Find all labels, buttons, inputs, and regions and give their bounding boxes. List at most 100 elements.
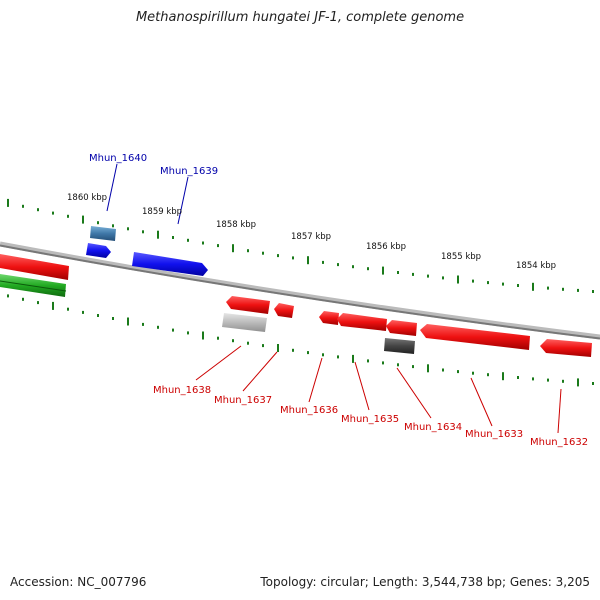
scale-label-1857: 1857 kbp [291, 232, 331, 242]
scale-tick-minor [277, 254, 279, 258]
scale-tick-minor [502, 282, 504, 286]
scale-tick-minor [457, 370, 459, 374]
bottom-leader-lines [195, 345, 562, 434]
scale-ticks-top [7, 198, 594, 293]
gene-label-mhun-1638[interactable]: Mhun_1638 [153, 385, 211, 396]
gene-mhun-1637-shape [274, 303, 294, 318]
genome-summary-text: Topology: circular; Length: 3,544,738 bp… [260, 575, 590, 589]
scale-tick-minor [22, 297, 24, 301]
scale-tick-minor [592, 290, 594, 293]
scale-tick-minor [547, 286, 549, 290]
scale-tick-major [277, 344, 279, 352]
leader-mhun-1639 [177, 176, 189, 225]
scale-tick-minor [322, 353, 324, 357]
scale-tick-minor [412, 272, 414, 276]
scale-tick-minor [112, 224, 114, 228]
scale-tick-minor [187, 238, 189, 242]
scale-label-1854: 1854 kbp [516, 261, 556, 271]
scale-tick-minor [232, 339, 234, 343]
scale-tick-minor [172, 328, 174, 332]
scale-tick-minor [397, 271, 399, 274]
scale-tick-minor [217, 244, 219, 248]
scale-tick-minor [112, 317, 114, 320]
scale-tick-minor [37, 208, 39, 212]
scale-tick-minor [427, 274, 429, 278]
gene-label-mhun-1639[interactable]: Mhun_1639 [160, 166, 218, 177]
scale-tick-minor [397, 363, 399, 367]
scale-tick-minor [82, 310, 84, 314]
leader-mhun-1633 [470, 377, 493, 427]
scale-tick-minor [412, 365, 414, 369]
genome-title: Methanospirillum hungatei JF-1, complete… [135, 10, 465, 25]
scale-label-1858: 1858 kbp [216, 220, 256, 230]
scale-ticks-bottom [7, 294, 594, 387]
scale-tick-minor [142, 230, 144, 234]
gene-label-mhun-1637[interactable]: Mhun_1637 [214, 395, 272, 406]
gene-left-red-shape [0, 254, 69, 280]
gene-mhun-1635-shape [337, 313, 387, 331]
scale-tick-major [202, 331, 204, 340]
scale-tick-minor [592, 382, 594, 385]
gene-mhun-1633-shape [420, 324, 530, 350]
scale-tick-minor [337, 263, 339, 267]
scale-label-1856: 1856 kbp [366, 242, 406, 252]
gene-mhun-1632-shape [540, 339, 592, 357]
scale-tick-minor [292, 348, 294, 352]
scale-tick-minor [367, 359, 369, 363]
scale-tick-minor [442, 276, 444, 280]
gene-mhun-1638-gray [222, 313, 267, 332]
scale-tick-minor [67, 307, 69, 311]
gene-mhun-1640-shape [90, 226, 116, 241]
scale-tick-minor [367, 267, 369, 271]
scale-tick-minor [97, 221, 99, 225]
scale-tick-minor [97, 314, 99, 317]
gene-label-mhun-1640[interactable]: Mhun_1640 [89, 153, 147, 164]
leader-mhun-1635 [354, 361, 370, 411]
scale-tick-minor [262, 251, 264, 255]
scale-tick-minor [487, 373, 489, 377]
scale-tick-minor [67, 214, 69, 218]
scale-tick-minor [172, 236, 174, 239]
gene-mhun-1634-shape [386, 320, 417, 336]
scale-tick-major [157, 230, 159, 239]
gene-mhun-1636-shape [319, 311, 339, 325]
scale-tick-minor [247, 249, 249, 253]
scale-label-1859: 1859 kbp [142, 207, 182, 217]
leader-mhun-1638 [195, 345, 242, 381]
scale-tick-minor [577, 288, 579, 292]
scale-tick-minor [562, 287, 564, 291]
scale-tick-minor [127, 227, 129, 231]
scale-tick-minor [217, 336, 219, 340]
scale-tick-minor [352, 265, 354, 269]
scale-tick-minor [532, 377, 534, 381]
genome-backbone-shadow [0, 244, 600, 340]
gene-mhun-1638-shape [226, 296, 270, 314]
scale-tick-minor [202, 241, 204, 245]
gene-label-mhun-1633[interactable]: Mhun_1633 [465, 429, 523, 440]
scale-tick-minor [487, 281, 489, 285]
scale-tick-minor [247, 341, 249, 345]
scale-tick-minor [547, 378, 549, 382]
scale-tick-minor [562, 379, 564, 383]
leader-mhun-1637 [242, 351, 278, 392]
gene-label-mhun-1635[interactable]: Mhun_1635 [341, 414, 399, 425]
scale-tick-minor [292, 256, 294, 260]
scale-label-1860: 1860 kbp [67, 193, 107, 203]
scale-tick-major [52, 301, 54, 310]
gene-mhun-1634-gray [384, 338, 415, 354]
scale-tick-minor [517, 284, 519, 287]
scale-tick-minor [337, 355, 339, 359]
scale-tick-major [577, 378, 579, 387]
scale-tick-minor [37, 301, 39, 305]
scale-tick-major [127, 317, 129, 326]
gene-mhun-1640-arrow [86, 243, 111, 258]
gene-label-mhun-1634[interactable]: Mhun_1634 [404, 422, 462, 433]
leader-mhun-1632 [557, 388, 562, 434]
scale-label-1855: 1855 kbp [441, 252, 481, 262]
gene-label-mhun-1636[interactable]: Mhun_1636 [280, 405, 338, 416]
scale-tick-minor [187, 331, 189, 335]
scale-tick-major [232, 244, 234, 253]
leader-mhun-1640 [106, 163, 118, 212]
scale-tick-major [307, 256, 309, 265]
gene-label-mhun-1632[interactable]: Mhun_1632 [530, 437, 588, 448]
